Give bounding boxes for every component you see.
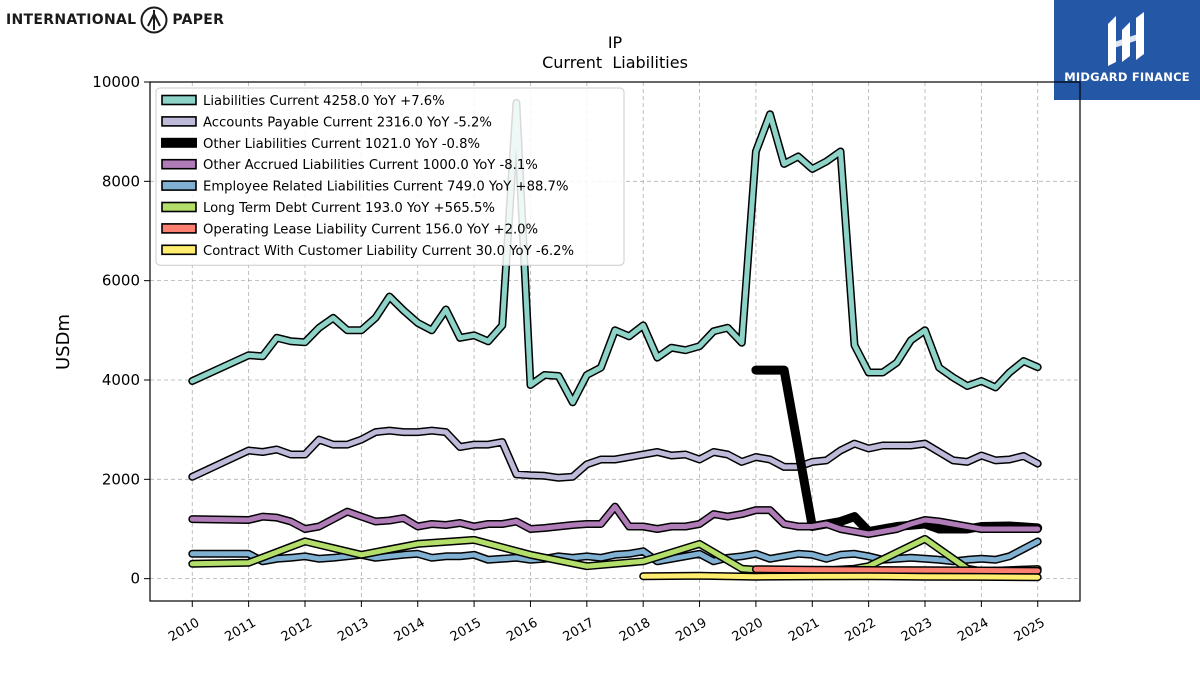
legend-swatch [161, 94, 197, 106]
legend-label: Other Liabilities Current 1021.0 YoY -0.… [203, 137, 480, 152]
series-4 [188, 502, 1042, 538]
x-tick-label: 2013 [335, 615, 371, 645]
series-line [189, 536, 1041, 574]
legend-item: Liabilities Current 4258.0 YoY +7.6% [161, 94, 445, 109]
y-tick-label: 0 [130, 570, 140, 588]
legend-swatch [161, 244, 197, 256]
midgard-finance-logo: MIDGARD FINANCE [1054, 0, 1200, 100]
legend-label: Contract With Customer Liability Current… [203, 244, 574, 259]
series-2 [188, 426, 1042, 482]
legend-item: Other Liabilities Current 1021.0 YoY -0.… [161, 137, 480, 152]
international-paper-logo: INTERNATIONAL PAPER [6, 6, 224, 34]
x-tick-label: 2010 [166, 615, 202, 645]
series-8 [639, 571, 1042, 582]
legend-item: Other Accrued Liabilities Current 1000.0… [161, 158, 538, 173]
legend-item: Contract With Customer Liability Current… [161, 244, 574, 259]
series-line [640, 573, 1041, 580]
logo-text-left: INTERNATIONAL [6, 12, 137, 28]
x-tick-label: 2019 [673, 615, 709, 645]
legend-item: Employee Related Liabilities Current 749… [161, 180, 568, 195]
x-tick-label: 2021 [786, 615, 822, 645]
y-tick-label: 8000 [102, 172, 140, 190]
series-6 [188, 534, 1042, 576]
y-axis: 0 2000 4000 6000 8000 10000 [92, 73, 150, 588]
x-tick-label: 2020 [730, 615, 766, 645]
x-tick-label: 2016 [504, 615, 540, 645]
legend-label: Long Term Debt Current 193.0 YoY +565.5% [203, 201, 495, 216]
legend-box [155, 87, 625, 266]
logo-text-right: PAPER [172, 12, 225, 28]
legend-label: Accounts Payable Current 2316.0 YoY -5.2… [203, 115, 492, 130]
legend-swatch [161, 201, 197, 213]
legend-item: Accounts Payable Current 2316.0 YoY -5.2… [161, 115, 492, 130]
series-line [751, 365, 1043, 536]
x-tick-label: 2014 [392, 615, 428, 645]
y-axis-label: USDm [53, 314, 74, 370]
chart-subtitle: Current Liabilities [542, 53, 688, 72]
series-line [753, 566, 1041, 574]
legend-swatch [161, 180, 197, 191]
series-lines [188, 98, 1043, 582]
legend-swatch [161, 223, 197, 234]
x-tick-label: 2023 [899, 615, 935, 645]
midgard-brand-text: MIDGARD FINANCE [1064, 70, 1190, 84]
legend-label: Liabilities Current 4258.0 YoY +7.6% [203, 94, 445, 109]
series-line [189, 100, 1041, 405]
legend-label: Other Accrued Liabilities Current 1000.0… [203, 158, 538, 173]
series-1 [188, 98, 1042, 407]
y-tick-label: 4000 [102, 371, 140, 389]
y-tick-label: 10000 [92, 73, 140, 91]
series-line [189, 504, 1041, 537]
legend-label: Operating Lease Liability Current 156.0 … [203, 222, 538, 237]
x-tick-label: 2015 [448, 615, 484, 645]
legend: Liabilities Current 4258.0 YoY +7.6% Acco… [155, 87, 625, 266]
series-line [189, 428, 1041, 481]
midgard-mark-icon [1108, 12, 1144, 66]
legend-item: Long Term Debt Current 193.0 YoY +565.5% [161, 201, 495, 216]
ip-tree-icon [140, 6, 168, 34]
chart-title: IP [608, 33, 623, 52]
legend-swatch [161, 116, 197, 127]
series-3 [751, 365, 1043, 536]
plot-frame [149, 81, 1081, 602]
x-tick-label: 2022 [842, 615, 878, 645]
legend-label: Employee Related Liabilities Current 749… [203, 180, 568, 195]
legend-swatch [161, 137, 197, 148]
x-tick-label: 2018 [617, 615, 653, 645]
x-tick-label: 2025 [1012, 615, 1048, 645]
x-tick-label: 2011 [222, 615, 258, 645]
x-axis: 2010 2011 2012 2013 2014 2015 2016 2017 2018 2019… [166, 601, 1048, 645]
legend-swatch [161, 158, 197, 170]
x-tick-label: 2024 [955, 615, 991, 645]
x-tick-label: 2017 [561, 615, 597, 645]
series-7 [751, 565, 1042, 575]
x-tick-label: 2012 [279, 615, 315, 645]
y-tick-label: 2000 [102, 470, 140, 488]
y-tick-label: 6000 [102, 272, 140, 290]
legend-item: Operating Lease Liability Current 156.0 … [161, 222, 538, 237]
